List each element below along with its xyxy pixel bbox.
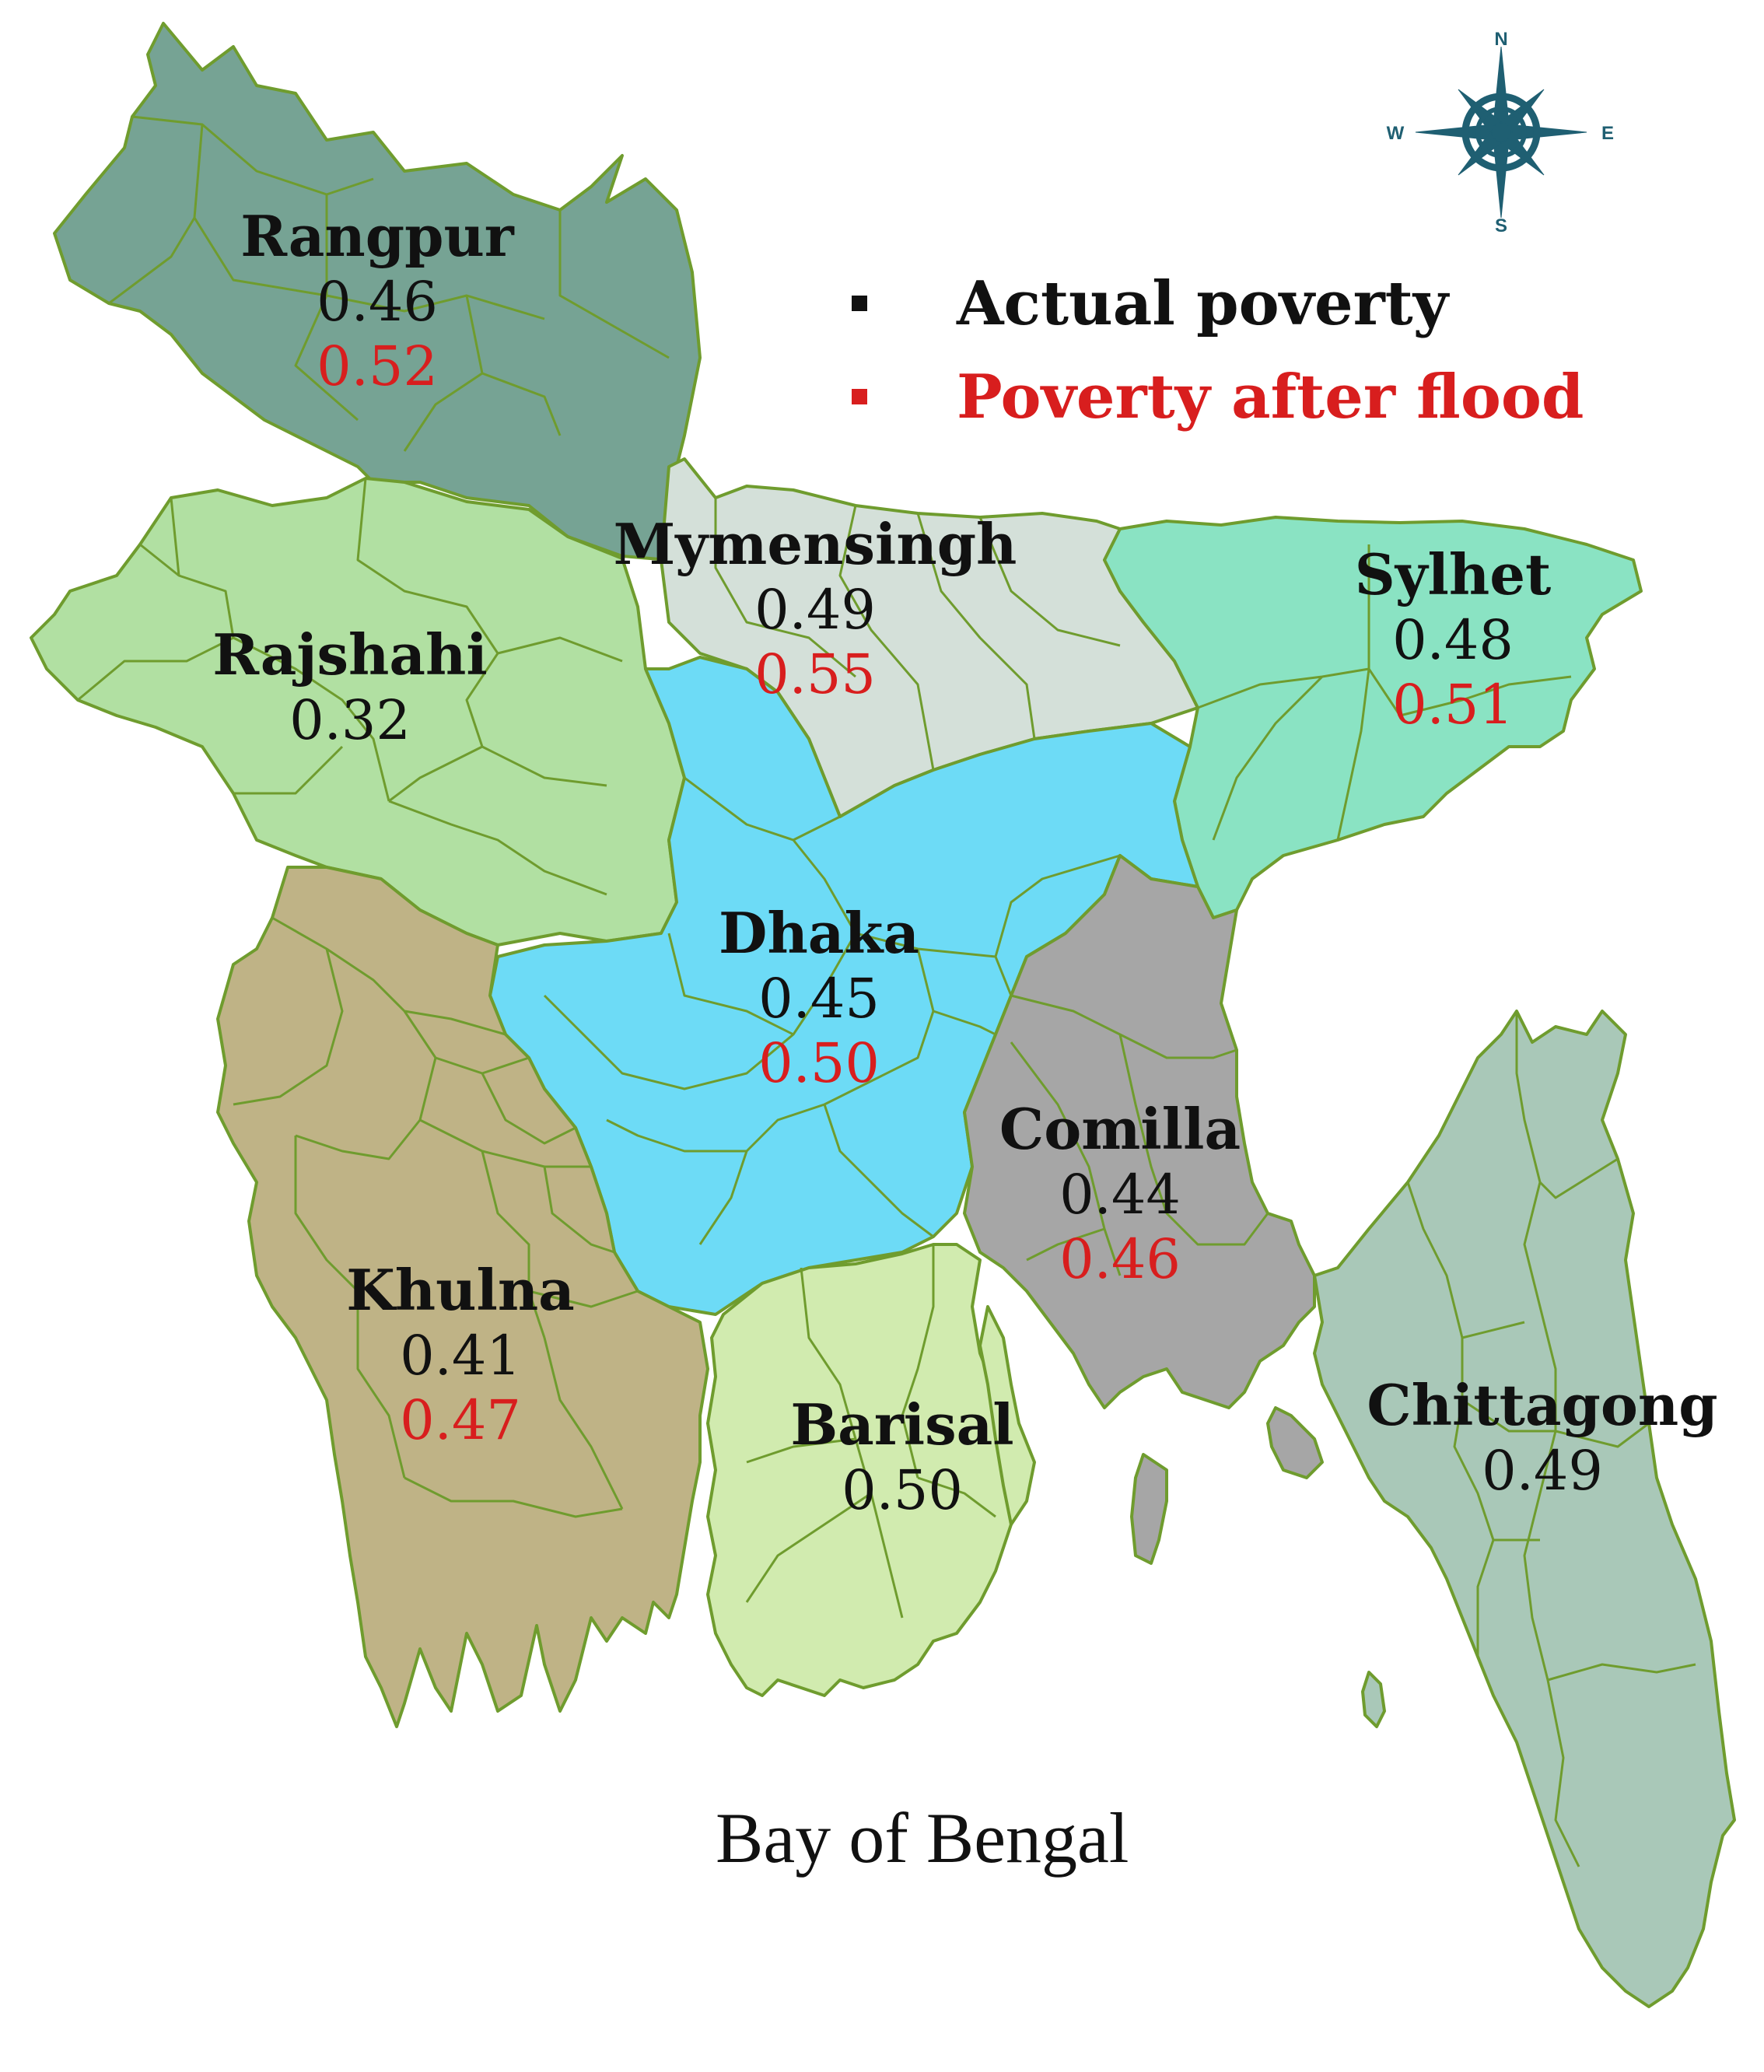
after-value: 0.50 [758,1031,880,1095]
label-dhaka: Dhaka 0.45 0.50 [719,900,919,1095]
label-sylhet: Sylhet 0.48 0.51 [1354,541,1552,737]
actual-value: 0.45 [758,966,880,1031]
compass-rose: N S W E [1384,29,1618,236]
compass-w: W [1387,123,1405,144]
legend-after-swatch [852,389,867,404]
division-name: Dhaka [719,900,919,966]
legend: Actual poverty Poverty after flood [852,257,1584,443]
region-chittagong[interactable] [1313,1010,1736,2008]
division-name: Sylhet [1354,541,1552,607]
compass-rose-icon: N S W E [1387,29,1614,236]
label-comilla: Comilla 0.44 0.46 [999,1096,1241,1291]
sea-label: Bay of Bengal [716,1798,1129,1878]
label-rangpur: Rangpur 0.46 0.52 [240,203,514,398]
island-kutubdia [1361,1671,1386,1728]
division-name: Barisal [790,1391,1014,1458]
actual-value: 0.32 [289,688,411,752]
legend-actual-label: Actual poverty [957,268,1449,339]
compass-s: S [1495,215,1507,233]
after-value: 0.46 [1059,1227,1181,1291]
division-name: Rajshahi [212,621,488,688]
actual-value: 0.46 [317,269,438,334]
region-rangpur[interactable] [53,22,702,562]
after-value: 0.52 [317,334,438,398]
legend-actual: Actual poverty [852,257,1584,350]
division-name: Rangpur [240,203,514,269]
actual-value: 0.49 [754,577,876,642]
division-name: Mymensingh [613,511,1017,577]
actual-value: 0.49 [1482,1438,1603,1503]
actual-value: 0.48 [1392,607,1514,672]
actual-value: 0.44 [1059,1162,1181,1227]
region-dhaka[interactable] [488,656,1199,1316]
region-rajshahi[interactable] [30,477,686,947]
label-khulna: Khulna 0.41 0.47 [346,1257,575,1452]
island-bhola [978,1305,1036,1526]
island-hatiya [1130,1453,1168,1565]
label-barisal: Barisal 0.50 [790,1391,1014,1523]
division-name: Comilla [999,1096,1241,1162]
division-name: Khulna [346,1257,575,1323]
region-khulna[interactable] [216,866,709,1728]
after-value: 0.47 [400,1388,521,1452]
legend-actual-swatch [852,296,867,311]
label-mymensingh: Mymensingh 0.49 0.55 [613,511,1017,706]
legend-after: Poverty after flood [852,350,1584,443]
after-value: 0.51 [1392,672,1514,737]
compass-n: N [1494,31,1507,50]
after-value: 0.55 [754,642,876,706]
actual-value: 0.41 [400,1323,521,1388]
legend-after-label: Poverty after flood [957,361,1584,432]
division-name: Chittagong [1367,1372,1718,1438]
island-sandwip [1266,1406,1324,1479]
compass-e: E [1601,123,1614,144]
label-rajshahi: Rajshahi 0.32 [212,621,488,753]
label-chittagong: Chittagong 0.49 [1367,1372,1718,1503]
actual-value: 0.50 [842,1458,963,1522]
